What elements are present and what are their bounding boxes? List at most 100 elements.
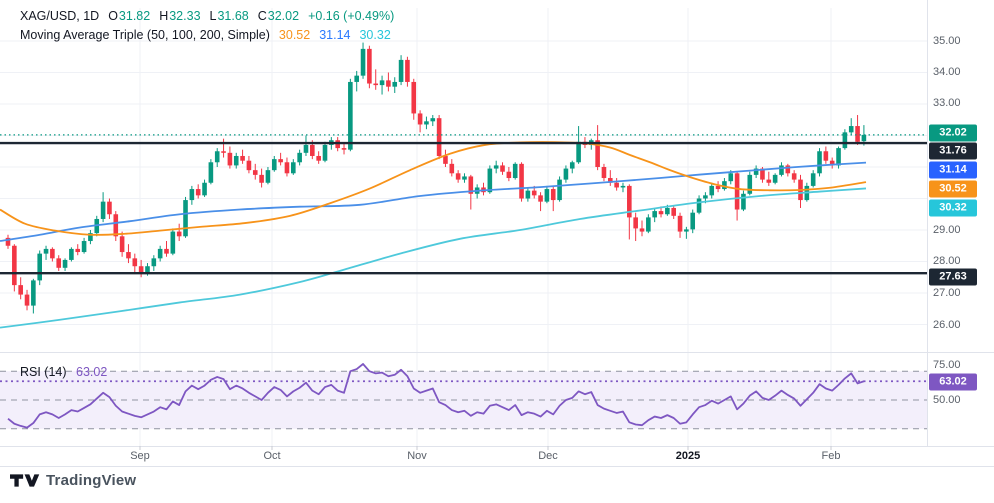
candle-body [392, 81, 398, 87]
candle-body [284, 162, 290, 174]
candle-body [424, 121, 429, 125]
candle-body [233, 155, 239, 166]
candle-body [601, 167, 607, 179]
candle-body [715, 185, 721, 190]
tradingview-logo-icon [10, 474, 40, 487]
candle-body [449, 163, 455, 174]
candle-body [227, 152, 233, 166]
candle-body [436, 118, 442, 156]
tradingview-logo[interactable]: TradingView [10, 472, 136, 489]
candle-body [772, 174, 778, 183]
candle-body [500, 165, 505, 172]
price-label: 29.00 [933, 224, 961, 236]
candle-body [31, 280, 36, 306]
candle-body [271, 159, 277, 171]
candle-body [563, 168, 569, 180]
candle-body [506, 171, 512, 179]
symbol-title[interactable]: XAG/USD, 1D [20, 9, 100, 23]
price-label: 50.00 [933, 394, 961, 406]
ohlc-value: 32.02 [267, 9, 300, 23]
candle-body [113, 214, 119, 237]
candle-body [538, 195, 543, 202]
candle-body [221, 151, 226, 153]
candle-body [791, 173, 797, 180]
candle-body [240, 155, 245, 161]
candle-body [620, 185, 626, 188]
candle-body [855, 126, 860, 142]
candle-body [417, 113, 423, 125]
price-badge: 31.76 [929, 142, 977, 160]
candle-body [62, 259, 68, 268]
rsi-study-title[interactable]: RSI (14) [20, 365, 67, 379]
ohlc-values: O31.82 H32.33 L31.68 C32.02 [99, 9, 299, 23]
candle-body [569, 162, 575, 169]
candle-body [728, 173, 734, 182]
candle-body [18, 285, 23, 295]
ma100-line [0, 161, 867, 242]
candle-body [157, 248, 163, 259]
candle-body [5, 237, 11, 246]
candle-body [684, 229, 689, 232]
ohlc-value: 31.68 [217, 9, 249, 23]
candle-body [75, 248, 81, 253]
candle-body [259, 174, 264, 183]
price-label: 33.00 [933, 97, 961, 109]
candle-body [214, 151, 220, 163]
candle-body [747, 174, 753, 194]
candle-body [493, 165, 499, 169]
candle-body [703, 195, 708, 199]
price-badge: 27.63 [929, 268, 977, 286]
ohlc-value: 31.82 [118, 9, 151, 23]
candle-body [183, 200, 188, 237]
candle-body [531, 190, 537, 196]
candle-body [817, 151, 822, 174]
time-label: Oct [263, 450, 281, 462]
candle-body [145, 266, 150, 273]
candle-body [348, 81, 353, 150]
ma-legend-row[interactable]: Moving Average Triple (50, 100, 200, Sim… [20, 28, 394, 47]
symbol-legend-row[interactable]: XAG/USD, 1D O31.82 H32.33 L31.68 C32.02 +0.… [20, 9, 394, 28]
price-badge: 31.14 [929, 161, 977, 179]
price-label: 35.00 [933, 35, 961, 47]
candle-body [468, 176, 474, 194]
candle-body [760, 168, 765, 180]
candle-body [278, 159, 283, 163]
candle-body [671, 207, 676, 216]
ohlc-label: H [159, 9, 169, 23]
candle-body [56, 258, 62, 268]
candle-body [12, 245, 17, 286]
candle-body [310, 144, 315, 156]
ma-study-title[interactable]: Moving Average Triple (50, 100, 200, Sim… [20, 28, 270, 42]
candle-body [303, 144, 309, 153]
time-label: Dec [538, 450, 558, 462]
ma-values: 30.52 31.14 30.32 [270, 28, 391, 42]
time-label: Feb [821, 450, 841, 462]
candle-body [633, 217, 638, 229]
price-label: 34.00 [933, 66, 961, 78]
candle-body [519, 163, 524, 199]
candle-body [766, 179, 772, 183]
candle-body [836, 148, 841, 166]
candle-body [107, 201, 112, 215]
candle-body [202, 182, 207, 196]
ma-value: 30.32 [359, 28, 391, 42]
price-badge: 30.52 [929, 180, 977, 198]
candle-body [252, 170, 258, 175]
candle-body [614, 182, 619, 188]
candle-body [208, 162, 214, 183]
candle-body [842, 132, 848, 149]
candle-body [557, 179, 562, 201]
price-badge: 63.02 [929, 373, 977, 391]
candle-body [176, 231, 182, 237]
rsi-legend-row[interactable]: RSI (14) 63.02 [20, 365, 107, 379]
candle-body [525, 190, 531, 199]
candle-body [43, 248, 49, 254]
candle-body [322, 144, 328, 161]
ma-value: 30.52 [278, 28, 311, 42]
candle-body [164, 248, 169, 254]
price-label: 27.00 [933, 287, 961, 299]
candle-body [132, 258, 138, 267]
candle-body [455, 173, 461, 180]
